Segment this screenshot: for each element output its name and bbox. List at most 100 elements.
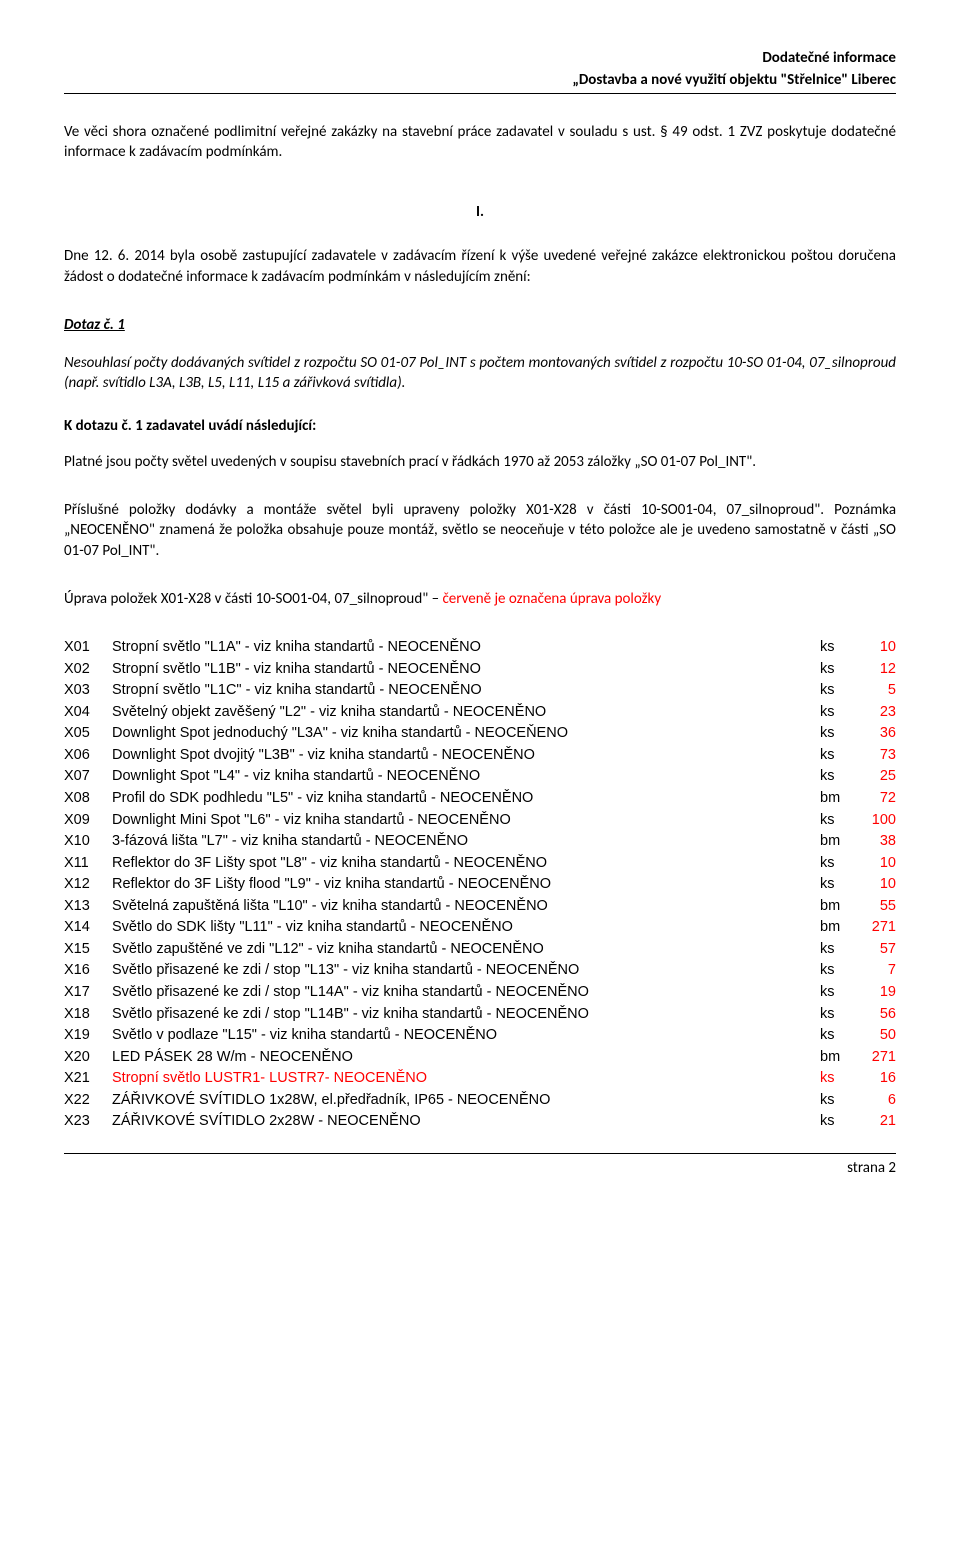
row-code: X20 (64, 1048, 112, 1068)
row-code: X08 (64, 789, 112, 809)
row-qty: 100 (856, 811, 896, 831)
row-code: X02 (64, 660, 112, 680)
row-code: X01 (64, 638, 112, 658)
header-rule (64, 93, 896, 94)
answer-p1: Platné jsou počty světel uvedených v sou… (64, 452, 896, 472)
row-unit: ks (820, 660, 856, 680)
row-qty: 19 (856, 983, 896, 1003)
table-row: X09Downlight Mini Spot "L6" - viz kniha … (64, 810, 896, 832)
page-footer: strana 2 (64, 1158, 896, 1178)
row-unit: bm (820, 897, 856, 917)
row-desc: Stropní světlo LUSTR1- LUSTR7- NEOCENĚNO (112, 1069, 820, 1089)
row-desc: Světelná zapuštěná lišta "L10" - viz kni… (112, 897, 820, 917)
row-desc: ZÁŘIVKOVÉ SVÍTIDLO 2x28W - NEOCENĚNO (112, 1112, 820, 1132)
row-code: X04 (64, 703, 112, 723)
table-row: X20LED PÁSEK 28 W/m - NEOCENĚNObm271 (64, 1047, 896, 1069)
row-desc: Světlo přisazené ke zdi / stop "L14B" - … (112, 1005, 820, 1025)
row-code: X09 (64, 811, 112, 831)
row-code: X11 (64, 854, 112, 874)
table-row: X13Světelná zapuštěná lišta "L10" - viz … (64, 896, 896, 918)
table-row: X03Stropní světlo "L1C" - viz kniha stan… (64, 680, 896, 702)
row-qty: 38 (856, 832, 896, 852)
answer-p3-red: červeně je označena úprava položky (442, 590, 661, 608)
row-unit: ks (820, 983, 856, 1003)
section-number: I. (64, 202, 896, 222)
row-code: X10 (64, 832, 112, 852)
row-unit: ks (820, 940, 856, 960)
items-table: X01Stropní světlo "L1A" - viz kniha stan… (64, 637, 896, 1133)
row-desc: 3-fázová lišta "L7" - viz kniha standart… (112, 832, 820, 852)
table-row: X21Stropní světlo LUSTR1- LUSTR7- NEOCEN… (64, 1068, 896, 1090)
row-unit: ks (820, 681, 856, 701)
table-row: X11Reflektor do 3F Lišty spot "L8" - viz… (64, 853, 896, 875)
row-qty: 36 (856, 724, 896, 744)
row-qty: 57 (856, 940, 896, 960)
query-body: Nesouhlasí počty dodávaných svítidel z r… (64, 353, 896, 394)
table-row: X18Světlo přisazené ke zdi / stop "L14B"… (64, 1004, 896, 1026)
row-unit: bm (820, 789, 856, 809)
row-qty: 10 (856, 875, 896, 895)
table-row: X17Světlo přisazené ke zdi / stop "L14A"… (64, 982, 896, 1004)
row-unit: ks (820, 724, 856, 744)
table-row: X04Světelný objekt zavěšený "L2" - viz k… (64, 702, 896, 724)
row-desc: Profil do SDK podhledu "L5" - viz kniha … (112, 789, 820, 809)
row-code: X14 (64, 918, 112, 938)
row-qty: 56 (856, 1005, 896, 1025)
row-unit: ks (820, 854, 856, 874)
row-qty: 10 (856, 638, 896, 658)
row-desc: Stropní světlo "L1C" - viz kniha standar… (112, 681, 820, 701)
row-desc: Světelný objekt zavěšený "L2" - viz knih… (112, 703, 820, 723)
row-qty: 5 (856, 681, 896, 701)
row-unit: ks (820, 767, 856, 787)
table-row: X16Světlo přisazené ke zdi / stop "L13" … (64, 960, 896, 982)
row-code: X23 (64, 1112, 112, 1132)
row-unit: bm (820, 1048, 856, 1068)
row-qty: 25 (856, 767, 896, 787)
header-line-1: Dodatečné informace (64, 48, 896, 68)
row-code: X22 (64, 1091, 112, 1111)
row-qty: 271 (856, 918, 896, 938)
row-unit: bm (820, 832, 856, 852)
row-qty: 72 (856, 789, 896, 809)
row-desc: Reflektor do 3F Lišty spot "L8" - viz kn… (112, 854, 820, 874)
row-desc: Reflektor do 3F Lišty flood "L9" - viz k… (112, 875, 820, 895)
row-desc: Downlight Mini Spot "L6" - viz kniha sta… (112, 811, 820, 831)
row-desc: LED PÁSEK 28 W/m - NEOCENĚNO (112, 1048, 820, 1068)
row-code: X21 (64, 1069, 112, 1089)
row-qty: 12 (856, 660, 896, 680)
header-line-2: „Dostavba a nové využití objektu "Střeln… (64, 70, 896, 90)
row-qty: 73 (856, 746, 896, 766)
footer-rule (64, 1153, 896, 1154)
row-desc: ZÁŘIVKOVÉ SVÍTIDLO 1x28W, el.předřadník,… (112, 1091, 820, 1111)
row-code: X17 (64, 983, 112, 1003)
table-row: X06Downlight Spot dvojitý "L3B" - viz kn… (64, 745, 896, 767)
table-row: X08Profil do SDK podhledu "L5" - viz kni… (64, 788, 896, 810)
row-code: X06 (64, 746, 112, 766)
row-qty: 10 (856, 854, 896, 874)
table-row: X02Stropní světlo "L1B" - viz kniha stan… (64, 659, 896, 681)
row-qty: 7 (856, 961, 896, 981)
row-qty: 50 (856, 1026, 896, 1046)
row-qty: 16 (856, 1069, 896, 1089)
row-unit: bm (820, 918, 856, 938)
row-unit: ks (820, 746, 856, 766)
row-desc: Stropní světlo "L1A" - viz kniha standar… (112, 638, 820, 658)
row-qty: 55 (856, 897, 896, 917)
answer-p3-prefix: Úprava položek X01-X28 v části 10-SO01-0… (64, 590, 442, 608)
row-desc: Stropní světlo "L1B" - viz kniha standar… (112, 660, 820, 680)
intro-paragraph: Ve věci shora označené podlimitní veřejn… (64, 122, 896, 163)
row-qty: 21 (856, 1112, 896, 1132)
table-row: X12Reflektor do 3F Lišty flood "L9" - vi… (64, 874, 896, 896)
row-unit: ks (820, 1005, 856, 1025)
answer-p3: Úprava položek X01-X28 v části 10-SO01-0… (64, 589, 896, 609)
row-unit: ks (820, 638, 856, 658)
row-qty: 6 (856, 1091, 896, 1111)
row-code: X18 (64, 1005, 112, 1025)
row-desc: Downlight Spot jednoduchý "L3A" - viz kn… (112, 724, 820, 744)
table-row: X19Světlo v podlaze "L15" - viz kniha st… (64, 1025, 896, 1047)
row-unit: ks (820, 703, 856, 723)
table-row: X05Downlight Spot jednoduchý "L3A" - viz… (64, 723, 896, 745)
row-desc: Downlight Spot "L4" - viz kniha standart… (112, 767, 820, 787)
row-qty: 23 (856, 703, 896, 723)
row-code: X07 (64, 767, 112, 787)
